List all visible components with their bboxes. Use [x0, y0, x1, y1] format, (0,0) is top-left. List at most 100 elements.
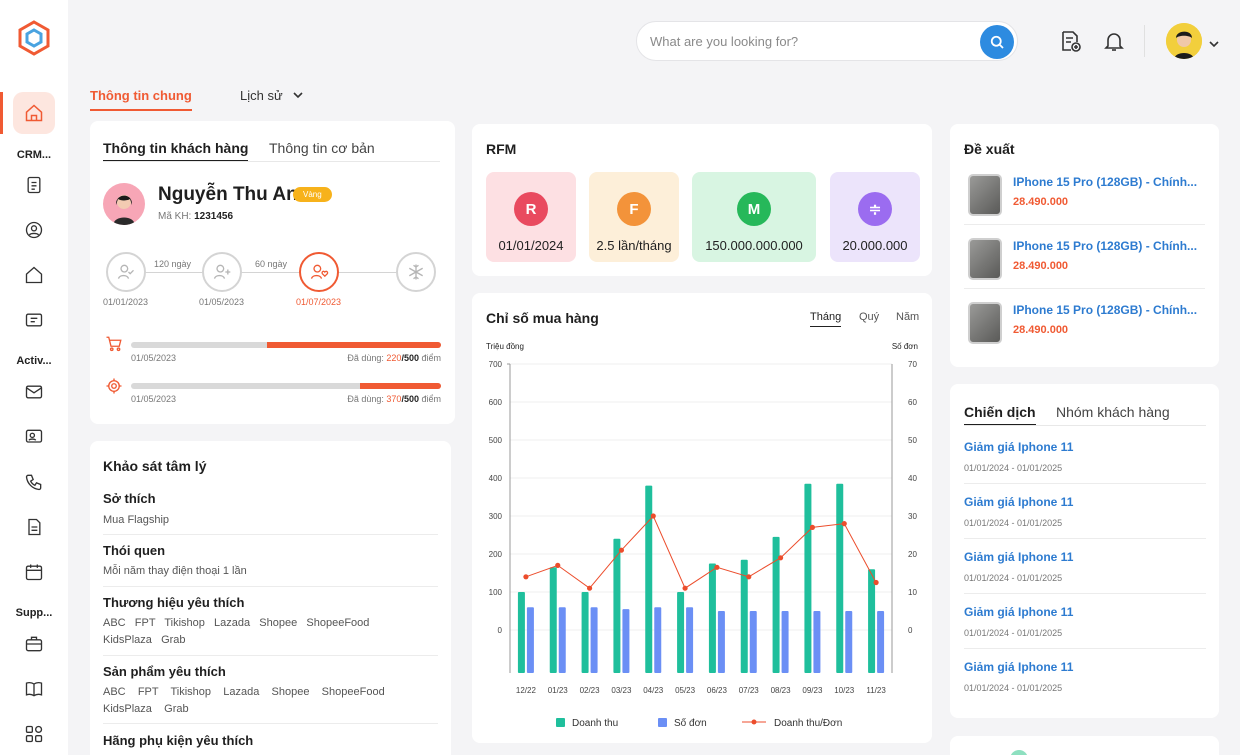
tab-basic-info[interactable]: Thông tin cơ bản: [269, 140, 375, 156]
bar-orders: [526, 607, 534, 673]
suggest-item[interactable]: IPhone 15 Pro (128GB) - Chính... 28.490.…: [964, 236, 1205, 292]
search-input[interactable]: [650, 34, 970, 49]
campaign-date: 01/01/2024 - 01/01/2025: [964, 628, 1063, 638]
book-icon[interactable]: [22, 677, 46, 701]
tab-customer-info[interactable]: Thông tin khách hàng: [103, 140, 249, 162]
y-tick-label: 100: [489, 588, 503, 597]
house-icon[interactable]: [22, 263, 46, 287]
survey-label-3: Thương hiệu yêu thích: [103, 595, 245, 610]
points-used-2: Đã dùng: 370/500 điểm: [347, 394, 441, 404]
campaign-divider: [964, 483, 1206, 484]
suggest-item[interactable]: IPhone 15 Pro (128GB) - Chính... 28.490.…: [964, 172, 1205, 228]
bar-revenue: [613, 538, 621, 673]
tab-divider: [103, 161, 440, 162]
rfm-value: 150.000.000.000: [705, 238, 803, 253]
file-icon[interactable]: [22, 515, 46, 539]
product-image: [968, 238, 1002, 280]
phone-icon[interactable]: [22, 470, 46, 494]
points-used-2-value: 370: [386, 394, 402, 404]
document-icon[interactable]: [22, 173, 46, 197]
y-tick-label: 400: [489, 474, 503, 483]
x-tick-label: 08/23: [771, 686, 792, 695]
mail-icon[interactable]: [22, 380, 46, 404]
period-tab-month[interactable]: Tháng: [810, 311, 842, 327]
bar-revenue: [677, 592, 685, 673]
line-point: [618, 547, 625, 553]
tab-campaign[interactable]: Chiến dịch: [964, 404, 1036, 426]
briefcase-icon[interactable]: [22, 632, 46, 656]
app-logo[interactable]: [18, 20, 50, 56]
chevron-down-icon[interactable]: [1208, 36, 1220, 54]
search-button[interactable]: [980, 25, 1014, 59]
chevron-down-icon: [293, 92, 303, 99]
user-avatar[interactable]: [1166, 23, 1202, 59]
product-price: 28.490.000: [1013, 260, 1069, 272]
contacts-icon[interactable]: [22, 425, 46, 449]
campaign-name: Giảm giá Iphone 11: [964, 440, 1074, 454]
campaign-divider: [964, 538, 1206, 539]
y2-tick-label: 50: [908, 436, 917, 445]
campaign-item[interactable]: Giảm giá Iphone 11 01/01/2024 - 01/01/20…: [964, 605, 1206, 655]
sidebar-section-crm: CRM...: [16, 149, 52, 161]
bar-revenue: [740, 559, 748, 673]
survey-divider: [103, 534, 438, 535]
bar-orders: [654, 607, 662, 673]
sidebar: CRM... Activ... Supp...: [0, 0, 68, 755]
rfm-box: F 2.5 lần/tháng: [589, 172, 679, 262]
x-tick-label: 01/23: [548, 686, 569, 695]
rfm-letter: ≑: [858, 192, 892, 226]
legend-swatch-dot: [751, 719, 757, 725]
user-circle-icon[interactable]: [22, 218, 46, 242]
points-bar-1-fill: [267, 342, 441, 348]
y-axis-title: Triệu đồng: [486, 342, 524, 351]
y-tick-label: 0: [498, 626, 503, 635]
suggest-item[interactable]: IPhone 15 Pro (128GB) - Chính... 28.490.…: [964, 300, 1205, 356]
campaign-item[interactable]: Giảm giá Iphone 11 01/01/2024 - 01/01/20…: [964, 440, 1206, 490]
cart-icon: [105, 335, 123, 358]
ticket-icon[interactable]: [22, 308, 46, 332]
campaign-item[interactable]: Giảm giá Iphone 11 01/01/2024 - 01/01/20…: [964, 495, 1206, 545]
survey-divider: [103, 655, 438, 656]
product-image: [968, 302, 1002, 344]
tab-customer-group[interactable]: Nhóm khách hàng: [1056, 404, 1170, 420]
points-date-2: 01/05/2023: [131, 394, 177, 404]
add-document-icon[interactable]: [1058, 29, 1082, 58]
points-used-1-label: Đã dùng:: [347, 353, 384, 363]
points-used-1: Đã dùng: 220/500 điểm: [347, 353, 441, 363]
campaign-date: 01/01/2024 - 01/01/2025: [964, 518, 1063, 528]
customer-avatar: [103, 183, 145, 225]
survey-value-2: Mỗi năm thay điện thoại 1 lần: [103, 565, 247, 577]
survey-value-3: ABC FPT Tikishop Lazada Shopee ShopeeFoo…: [103, 617, 379, 646]
customer-code-value: 1231456: [194, 211, 234, 222]
calendar-icon[interactable]: [22, 560, 46, 584]
legend-label: Số đơn: [674, 717, 707, 729]
y-tick-label: 700: [489, 360, 503, 369]
suggest-title: Đề xuất: [964, 141, 1015, 157]
campaign-item[interactable]: Giảm giá Iphone 11 01/01/2024 - 01/01/20…: [964, 550, 1206, 600]
y-tick-label: 200: [489, 550, 503, 559]
tab-history[interactable]: Lịch sử: [240, 88, 304, 103]
bar-orders: [845, 611, 853, 673]
campaign-item[interactable]: Giảm giá Iphone 11 01/01/2024 - 01/01/20…: [964, 660, 1206, 710]
sidebar-item-home[interactable]: [13, 92, 55, 134]
rfm-title: RFM: [486, 141, 517, 157]
bar-orders: [558, 607, 566, 673]
bar-orders: [877, 611, 885, 673]
survey-title: Khảo sát tâm lý: [103, 458, 207, 474]
apps-icon[interactable]: [22, 722, 46, 746]
bar-revenue: [581, 592, 589, 673]
campaign-card: Chiến dịch Nhóm khách hàng Giảm giá Ipho…: [950, 384, 1219, 718]
period-tab-quarter[interactable]: Quý: [859, 311, 880, 323]
points-bar-2-fill: [360, 383, 441, 389]
rfm-value: 01/01/2024: [498, 238, 564, 253]
y2-tick-label: 70: [908, 360, 917, 369]
tab-general-info[interactable]: Thông tin chung: [90, 88, 192, 111]
y2-tick-label: 10: [908, 588, 917, 597]
user-check-icon: [117, 264, 134, 279]
period-tab-year[interactable]: Năm: [896, 311, 920, 323]
line-point: [777, 555, 784, 561]
bell-icon[interactable]: [1102, 29, 1126, 58]
status-dot: [1010, 750, 1028, 755]
rfm-letter: M: [737, 192, 771, 226]
points-bar-1: [131, 342, 441, 348]
